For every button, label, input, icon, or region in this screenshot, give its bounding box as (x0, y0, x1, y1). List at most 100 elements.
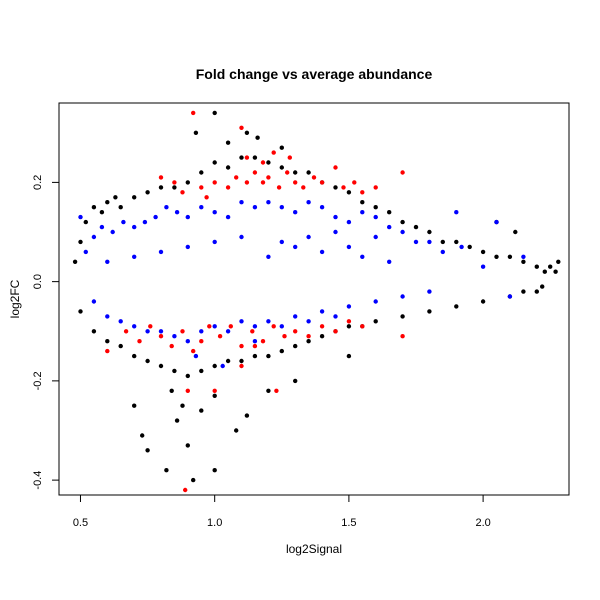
data-point (352, 180, 357, 185)
y-tick-label: 0.2 (32, 175, 44, 190)
data-point (260, 160, 266, 165)
data-point (191, 348, 196, 354)
data-point (225, 329, 231, 334)
data-point (346, 353, 352, 359)
data-point (521, 289, 526, 294)
data-point (199, 408, 204, 413)
data-point (83, 249, 89, 255)
data-point (387, 224, 392, 230)
data-point (185, 214, 190, 220)
data-point (123, 329, 129, 334)
data-point (373, 234, 378, 240)
data-point (180, 403, 185, 408)
data-point (306, 170, 311, 175)
data-points (72, 110, 561, 493)
data-point (252, 353, 258, 359)
data-point (413, 239, 419, 245)
data-point (507, 294, 513, 299)
data-point (360, 324, 365, 329)
data-point (400, 229, 405, 235)
data-point (373, 214, 378, 220)
data-point (319, 334, 325, 339)
data-point (427, 229, 432, 235)
data-point (360, 254, 365, 259)
data-point (185, 339, 190, 344)
x-tick-label: 2.0 (475, 517, 490, 529)
data-point (279, 165, 284, 170)
data-point (255, 135, 260, 140)
data-point (199, 205, 204, 210)
data-point (373, 319, 378, 324)
data-point (459, 244, 464, 250)
data-point (239, 363, 244, 369)
data-point (252, 324, 258, 329)
data-point (239, 200, 244, 205)
data-point (252, 205, 258, 210)
data-point (427, 309, 432, 314)
data-point (400, 170, 405, 175)
data-point (293, 210, 298, 215)
data-point (105, 314, 110, 319)
data-point (193, 130, 199, 135)
data-point (132, 324, 137, 329)
data-point (99, 210, 105, 215)
data-point (118, 205, 123, 210)
data-point (225, 358, 231, 364)
data-point (513, 229, 518, 235)
data-point (132, 195, 137, 200)
data-point (169, 388, 174, 393)
data-point (387, 210, 392, 215)
data-point (212, 180, 217, 185)
data-point (521, 259, 526, 264)
data-point (217, 334, 223, 339)
data-point (301, 185, 306, 190)
data-point (553, 269, 558, 274)
data-point (266, 319, 271, 324)
data-point (319, 180, 325, 185)
data-point (225, 165, 231, 170)
data-point (279, 145, 284, 150)
data-point (333, 185, 338, 190)
data-point (260, 339, 266, 344)
data-point (228, 324, 233, 329)
data-point (480, 264, 486, 269)
data-point (266, 388, 271, 393)
data-point (400, 334, 405, 339)
data-point (180, 190, 185, 195)
data-point (212, 388, 217, 393)
data-point (373, 185, 378, 190)
data-point (78, 214, 83, 220)
data-point (199, 368, 204, 374)
data-point (454, 239, 459, 245)
x-tick-label: 1.5 (341, 517, 356, 529)
data-point (306, 339, 311, 344)
data-point (239, 125, 244, 130)
data-point (540, 284, 545, 289)
data-point (105, 339, 110, 344)
data-point (118, 343, 123, 349)
data-point (319, 324, 325, 329)
y-tick-label: 0.0 (32, 274, 44, 289)
data-point (78, 309, 83, 314)
data-point (440, 239, 445, 245)
data-point (360, 210, 365, 215)
data-point (225, 140, 231, 145)
data-point (91, 299, 97, 304)
data-point (91, 205, 97, 210)
data-point (311, 175, 317, 180)
data-point (293, 170, 298, 175)
data-point (212, 468, 217, 473)
data-point (225, 214, 231, 220)
data-point (427, 289, 432, 294)
data-point (199, 329, 204, 334)
data-point (548, 264, 553, 269)
data-point (306, 234, 311, 240)
data-point (180, 329, 185, 334)
data-point (252, 339, 258, 344)
data-point (346, 190, 352, 195)
data-point (99, 224, 105, 230)
data-point (105, 200, 110, 205)
data-point (212, 324, 217, 329)
data-point (346, 219, 352, 225)
data-point (183, 487, 188, 493)
